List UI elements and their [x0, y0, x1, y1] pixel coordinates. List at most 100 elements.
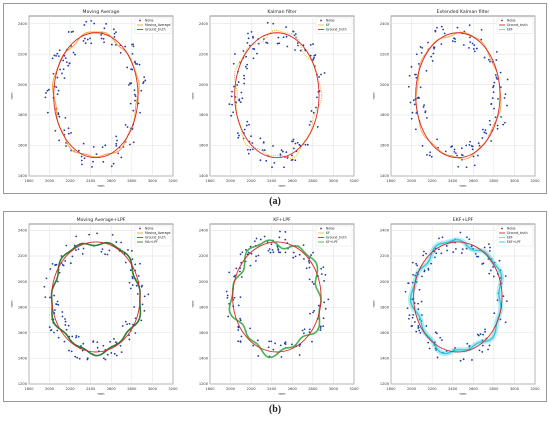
- noise-point: [147, 293, 150, 296]
- noise-point: [408, 74, 411, 77]
- noise-point: [265, 159, 268, 162]
- noise-point: [453, 151, 456, 153]
- noise-point: [245, 124, 248, 127]
- noise-point: [250, 252, 253, 255]
- y-tick-label: 2000: [380, 280, 390, 284]
- noise-point: [478, 144, 481, 147]
- noise-point: [299, 49, 302, 52]
- noise-point: [238, 98, 241, 101]
- chart-title: Moving Average+LPF: [77, 217, 126, 223]
- noise-point: [247, 251, 250, 254]
- noise-point: [312, 58, 315, 61]
- noise-point: [425, 252, 427, 255]
- noise-point: [57, 112, 60, 114]
- noise-point: [113, 35, 116, 38]
- legend-label: Noise: [507, 19, 516, 23]
- noise-point: [440, 25, 443, 28]
- noise-point: [423, 269, 426, 272]
- legend-label: EKF+LPF: [507, 240, 521, 244]
- chart-moving-average-lpf: 1800 2000 2200 2400 2600 2800 3000 3200 1200 1400…: [10, 217, 178, 396]
- noise-point: [459, 231, 462, 234]
- noise-point: [117, 152, 120, 155]
- noise-point: [438, 248, 440, 251]
- noise-point: [263, 149, 266, 152]
- noise-point: [67, 132, 70, 135]
- noise-point: [423, 104, 426, 106]
- noise-point: [322, 317, 325, 320]
- noise-point: [319, 329, 322, 331]
- noise-point: [236, 83, 239, 86]
- chart-moving-average: 1800 2000 2200 2400 2600 2800 3000 3200 1400 1600…: [10, 9, 178, 188]
- noise-point: [74, 355, 77, 358]
- noise-point: [470, 145, 473, 147]
- noise-point: [263, 235, 266, 238]
- legend-label: EKF: [507, 236, 513, 240]
- noise-point: [294, 142, 297, 145]
- noise-point: [70, 350, 73, 353]
- noise-point: [493, 312, 496, 315]
- x-tick-label: 2200: [247, 179, 257, 183]
- noise-point: [419, 46, 422, 48]
- noise-point: [51, 57, 54, 60]
- noise-point: [256, 52, 258, 55]
- noise-point: [63, 54, 66, 57]
- x-tick-label: 2200: [66, 179, 76, 183]
- noise-point: [128, 322, 131, 325]
- noise-point: [75, 235, 78, 238]
- noise-point: [323, 72, 326, 74]
- noise-point: [277, 248, 279, 250]
- noise-point: [65, 244, 68, 247]
- noise-point: [86, 38, 89, 41]
- noise-point: [499, 86, 502, 89]
- noise-point: [65, 145, 67, 147]
- noise-point: [499, 318, 502, 321]
- legend-marker: [139, 227, 141, 230]
- noise-point: [78, 357, 81, 360]
- y-tick-label: 1400: [18, 357, 28, 361]
- noise-point: [451, 40, 454, 42]
- noise-point: [482, 333, 484, 336]
- noise-point: [496, 299, 499, 302]
- y-tick-label: 1800: [380, 113, 390, 117]
- noise-point: [461, 154, 464, 157]
- noise-point: [487, 348, 489, 351]
- noise-point: [434, 30, 437, 33]
- noise-point: [92, 146, 95, 148]
- noise-point: [481, 339, 484, 342]
- noise-point: [56, 52, 59, 55]
- y-tick-label: 1200: [18, 382, 28, 386]
- noise-point: [237, 329, 240, 331]
- noise-point: [411, 281, 414, 284]
- noise-point: [132, 43, 134, 46]
- noise-point: [413, 103, 416, 106]
- noise-point: [231, 90, 233, 93]
- noise-point: [144, 79, 147, 82]
- noise-point: [430, 262, 433, 265]
- noise-point: [424, 111, 427, 114]
- noise-point: [92, 160, 94, 163]
- noise-point: [57, 336, 60, 339]
- noise-point: [440, 43, 443, 46]
- noise-point: [80, 159, 83, 162]
- noise-point: [305, 267, 308, 270]
- noise-point: [313, 309, 316, 312]
- noise-point: [471, 42, 474, 45]
- legend-marker: [501, 227, 503, 230]
- noise-point: [417, 96, 420, 99]
- legend-label: KF+LPF: [326, 240, 338, 244]
- noise-point: [124, 124, 127, 126]
- y-tick-label: 1400: [380, 357, 390, 361]
- noise-point: [239, 253, 242, 256]
- noise-point: [61, 72, 63, 75]
- noise-point: [56, 76, 59, 79]
- noise-point: [52, 72, 55, 75]
- noise-point: [89, 37, 92, 40]
- x-tick-label: 3000: [148, 179, 158, 183]
- noise-point: [484, 129, 487, 131]
- noise-point: [259, 238, 262, 241]
- noise-point: [267, 346, 270, 349]
- noise-point: [56, 329, 59, 332]
- noise-point: [63, 129, 66, 132]
- noise-point: [410, 117, 413, 120]
- noise-point: [132, 45, 135, 48]
